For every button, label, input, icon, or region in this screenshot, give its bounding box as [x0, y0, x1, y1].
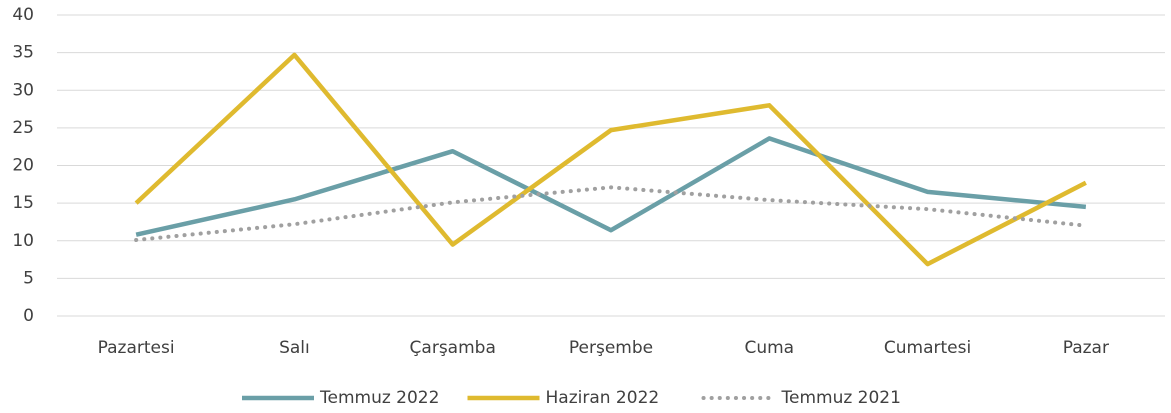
y-tick-label: 0: [23, 306, 34, 326]
series-line: [134, 185, 1088, 242]
x-tick-label: Pazar: [1063, 338, 1109, 358]
x-tick-label: Cuma: [744, 338, 794, 358]
y-tick-label: 35: [12, 43, 34, 63]
series-line: [134, 52, 1087, 267]
y-tick-label: 20: [12, 156, 34, 176]
y-tick-label: 10: [12, 231, 34, 251]
y-tick-label: 25: [12, 118, 34, 138]
x-tick-label: Çarşamba: [410, 338, 496, 358]
x-tick-label: Cumartesi: [884, 338, 971, 358]
y-tick-label: 30: [12, 80, 34, 100]
legend-label: Temmuz 2021: [781, 388, 901, 408]
y-tick-label: 15: [12, 193, 34, 213]
y-tick-label: 40: [12, 5, 34, 25]
legend-label: Temmuz 2022: [319, 388, 439, 408]
series-line: [135, 136, 1087, 237]
x-tick-label: Pazartesi: [98, 338, 175, 358]
legend-label: Haziran 2022: [546, 388, 660, 408]
y-tick-label: 5: [23, 268, 34, 288]
x-tick-label: Perşembe: [569, 338, 653, 358]
x-tick-label: Salı: [279, 338, 310, 358]
